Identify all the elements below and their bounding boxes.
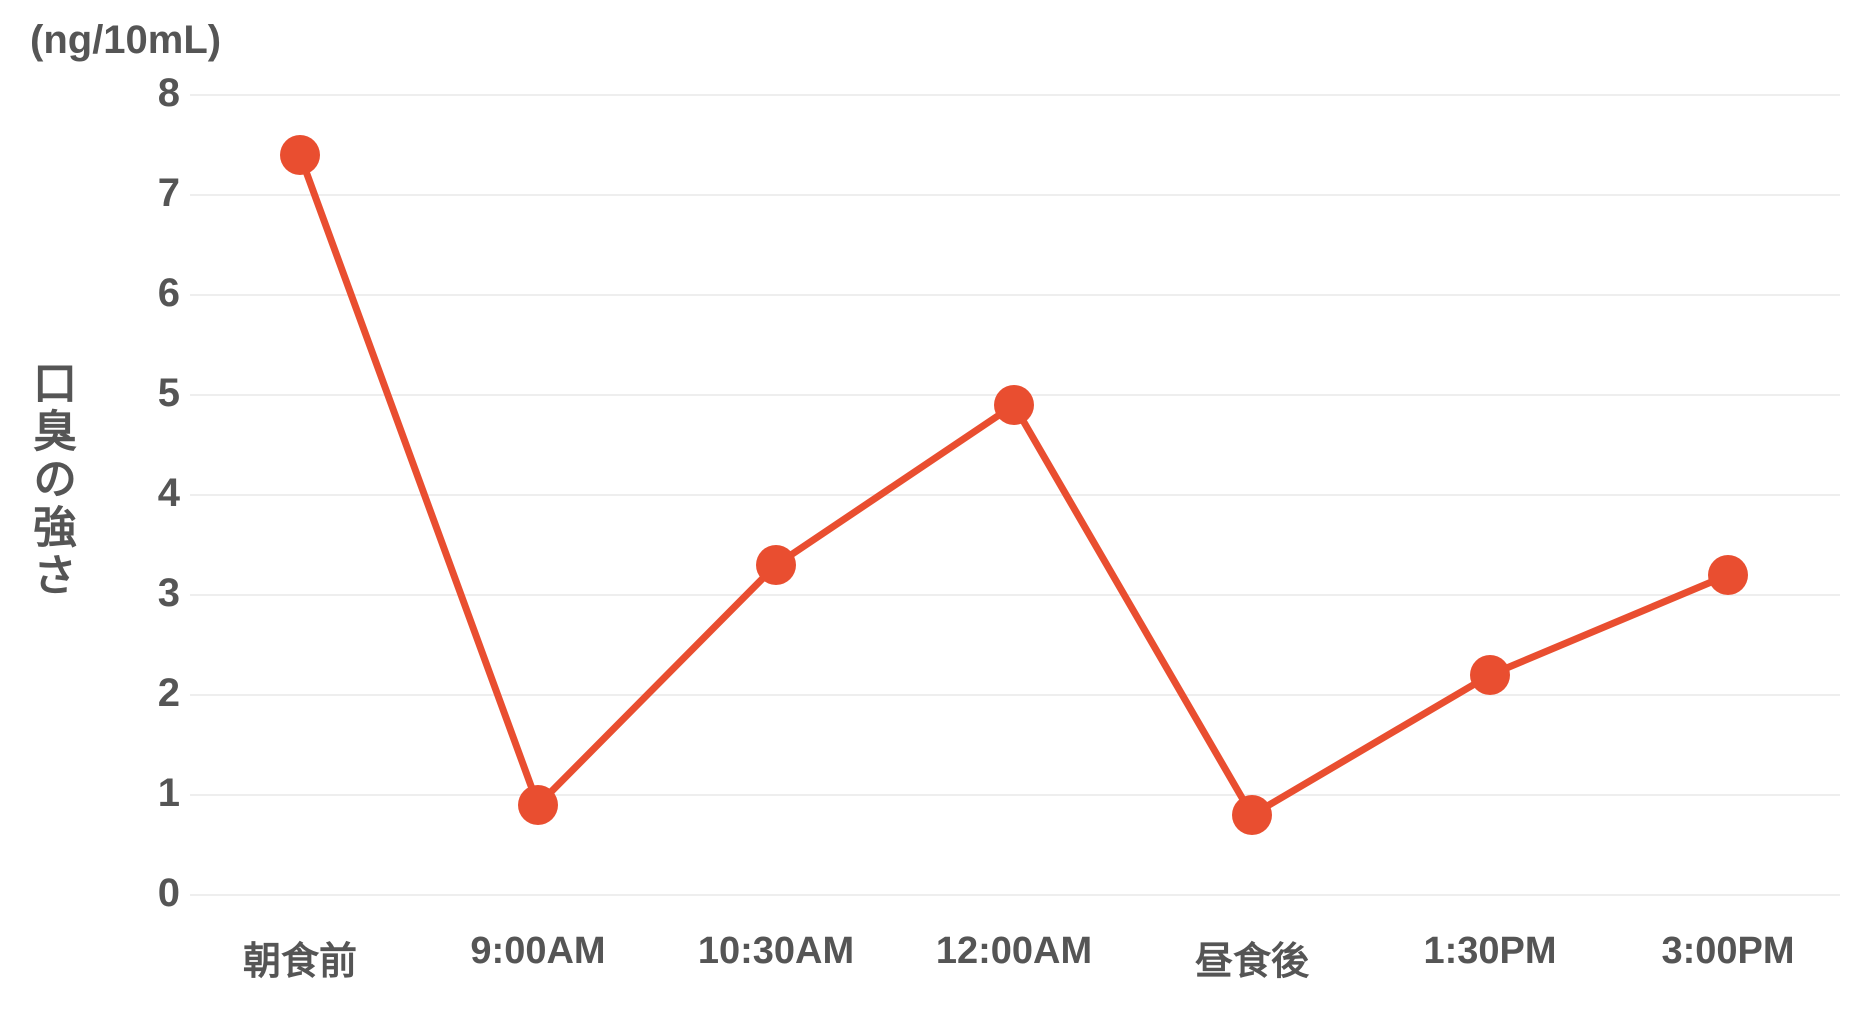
y-tick-label: 6 — [120, 271, 180, 316]
y-tick-label: 2 — [120, 671, 180, 716]
y-tick-label: 7 — [120, 171, 180, 216]
x-tick-label: 10:30AM — [656, 930, 896, 973]
data-point-marker — [1470, 655, 1510, 695]
y-tick-label: 5 — [120, 371, 180, 416]
x-tick-label: 9:00AM — [418, 930, 658, 973]
chart-container: (ng/10mL) 口臭の強さ 0 1 2 3 4 5 6 7 8 朝食前9:00AM10:30… — [0, 0, 1870, 1016]
x-tick-label: 朝食前 — [180, 930, 420, 985]
chart-line-layer — [190, 95, 1840, 895]
data-point-marker — [518, 785, 558, 825]
chart-line — [300, 155, 1728, 815]
data-point-marker — [994, 385, 1034, 425]
y-axis-title: 口臭の強さ — [18, 360, 82, 600]
data-point-marker — [1708, 555, 1748, 595]
data-point-marker — [1232, 795, 1272, 835]
y-tick-label: 4 — [120, 471, 180, 516]
x-tick-label: 昼食後 — [1132, 930, 1372, 985]
data-point-marker — [280, 135, 320, 175]
y-tick-label: 8 — [120, 71, 180, 116]
y-tick-label: 3 — [120, 571, 180, 616]
x-tick-label: 1:30PM — [1370, 930, 1610, 973]
unit-label: (ng/10mL) — [30, 18, 221, 63]
data-point-marker — [756, 545, 796, 585]
y-tick-label: 1 — [120, 771, 180, 816]
y-tick-label: 0 — [120, 871, 180, 916]
plot-area — [190, 95, 1840, 895]
x-tick-label: 12:00AM — [894, 930, 1134, 973]
x-tick-label: 3:00PM — [1608, 930, 1848, 973]
